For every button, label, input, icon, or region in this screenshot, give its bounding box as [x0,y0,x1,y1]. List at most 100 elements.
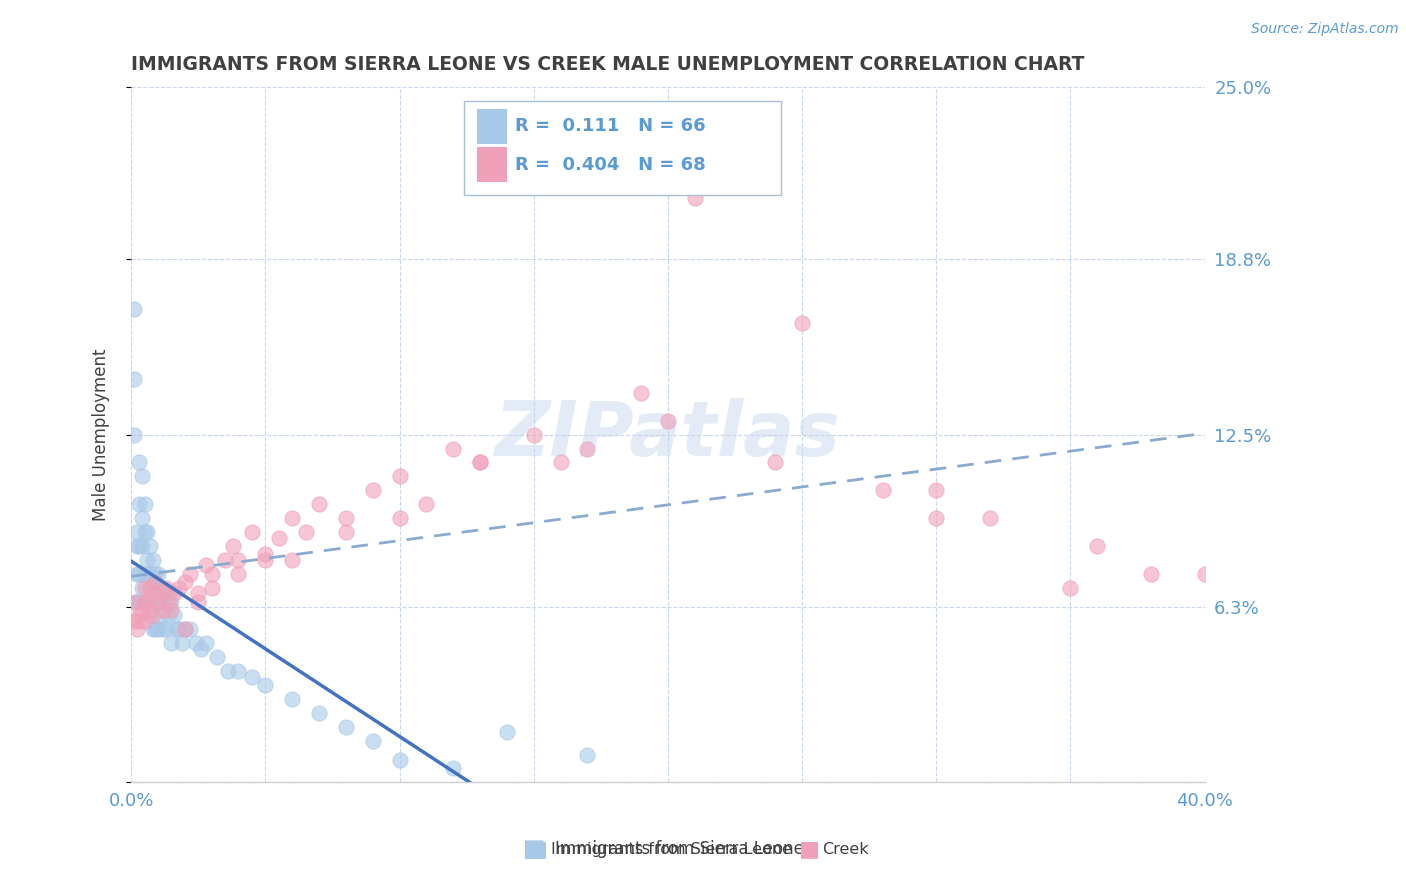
Point [190,641,212,656]
Point [136,594,159,608]
Text: R =  0.111   N = 66: R = 0.111 N = 66 [516,118,706,136]
Text: Immigrants from Sierra Leone: Immigrants from Sierra Leone [555,840,804,858]
Point [134,614,156,628]
FancyBboxPatch shape [464,101,780,194]
Point [152,594,174,608]
Point [335,511,357,525]
Point [217,664,239,678]
Point [195,636,218,650]
Point [136,594,159,608]
Point [308,497,330,511]
Point [169,581,191,595]
Point [125,594,148,608]
Point [152,586,174,600]
Point [550,455,572,469]
Point [468,455,491,469]
Point [335,524,357,539]
Text: IMMIGRANTS FROM SIERRA LEONE VS CREEK MALE UNEMPLOYMENT CORRELATION CHART: IMMIGRANTS FROM SIERRA LEONE VS CREEK MA… [131,55,1084,74]
Point [925,483,948,498]
Point [441,762,464,776]
Point [240,670,263,684]
Point [134,594,156,608]
Point [136,553,159,567]
Y-axis label: Male Unemployment: Male Unemployment [93,349,110,521]
Point [128,608,150,623]
Point [125,623,148,637]
Point [142,581,165,595]
Point [388,469,411,483]
Point [139,566,162,581]
Point [187,586,209,600]
Point [523,427,546,442]
Point [979,511,1001,525]
Point [441,442,464,456]
Point [131,539,153,553]
Point [134,524,156,539]
Point [143,586,166,600]
Point [184,636,207,650]
Point [131,581,153,595]
Point [143,566,166,581]
Point [149,608,172,623]
Point [179,566,201,581]
Point [1140,566,1163,581]
Point [388,753,411,767]
Text: ■: ■ [527,839,548,859]
Point [128,566,150,581]
Point [136,524,159,539]
Point [131,511,153,525]
Point [142,553,165,567]
Point [122,614,145,628]
Point [173,575,195,590]
Text: ZIPatlas: ZIPatlas [495,398,841,472]
Point [1085,539,1108,553]
Point [157,594,180,608]
Point [281,553,304,567]
Point [630,385,652,400]
Point [495,725,517,739]
Point [254,553,277,567]
Point [128,594,150,608]
Point [201,566,224,581]
Point [125,539,148,553]
Point [335,720,357,734]
Point [152,603,174,617]
Point [683,191,706,205]
Point [163,608,186,623]
Point [228,553,250,567]
Point [187,594,209,608]
Point [925,511,948,525]
Point [125,566,148,581]
Point [122,302,145,317]
Point [125,524,148,539]
Point [228,664,250,678]
Point [790,316,813,330]
Point [131,469,153,483]
Point [254,678,277,692]
Point [388,511,411,525]
Text: Immigrants from Sierra Leone: Immigrants from Sierra Leone [551,842,792,856]
Point [163,586,186,600]
Point [155,586,177,600]
Point [195,558,218,573]
Point [146,623,169,637]
Point [146,594,169,608]
Point [155,581,177,595]
Point [205,650,228,665]
Point [1194,566,1216,581]
Text: ■: ■ [799,839,820,859]
Point [415,497,437,511]
Point [143,575,166,590]
Point [134,581,156,595]
Point [169,623,191,637]
Point [142,608,165,623]
Point [139,608,162,623]
Point [222,539,245,553]
Point [134,594,156,608]
Point [139,603,162,617]
Text: Source: ZipAtlas.com: Source: ZipAtlas.com [1251,22,1399,37]
Point [763,455,786,469]
Point [146,594,169,608]
Point [128,614,150,628]
Point [160,636,183,650]
